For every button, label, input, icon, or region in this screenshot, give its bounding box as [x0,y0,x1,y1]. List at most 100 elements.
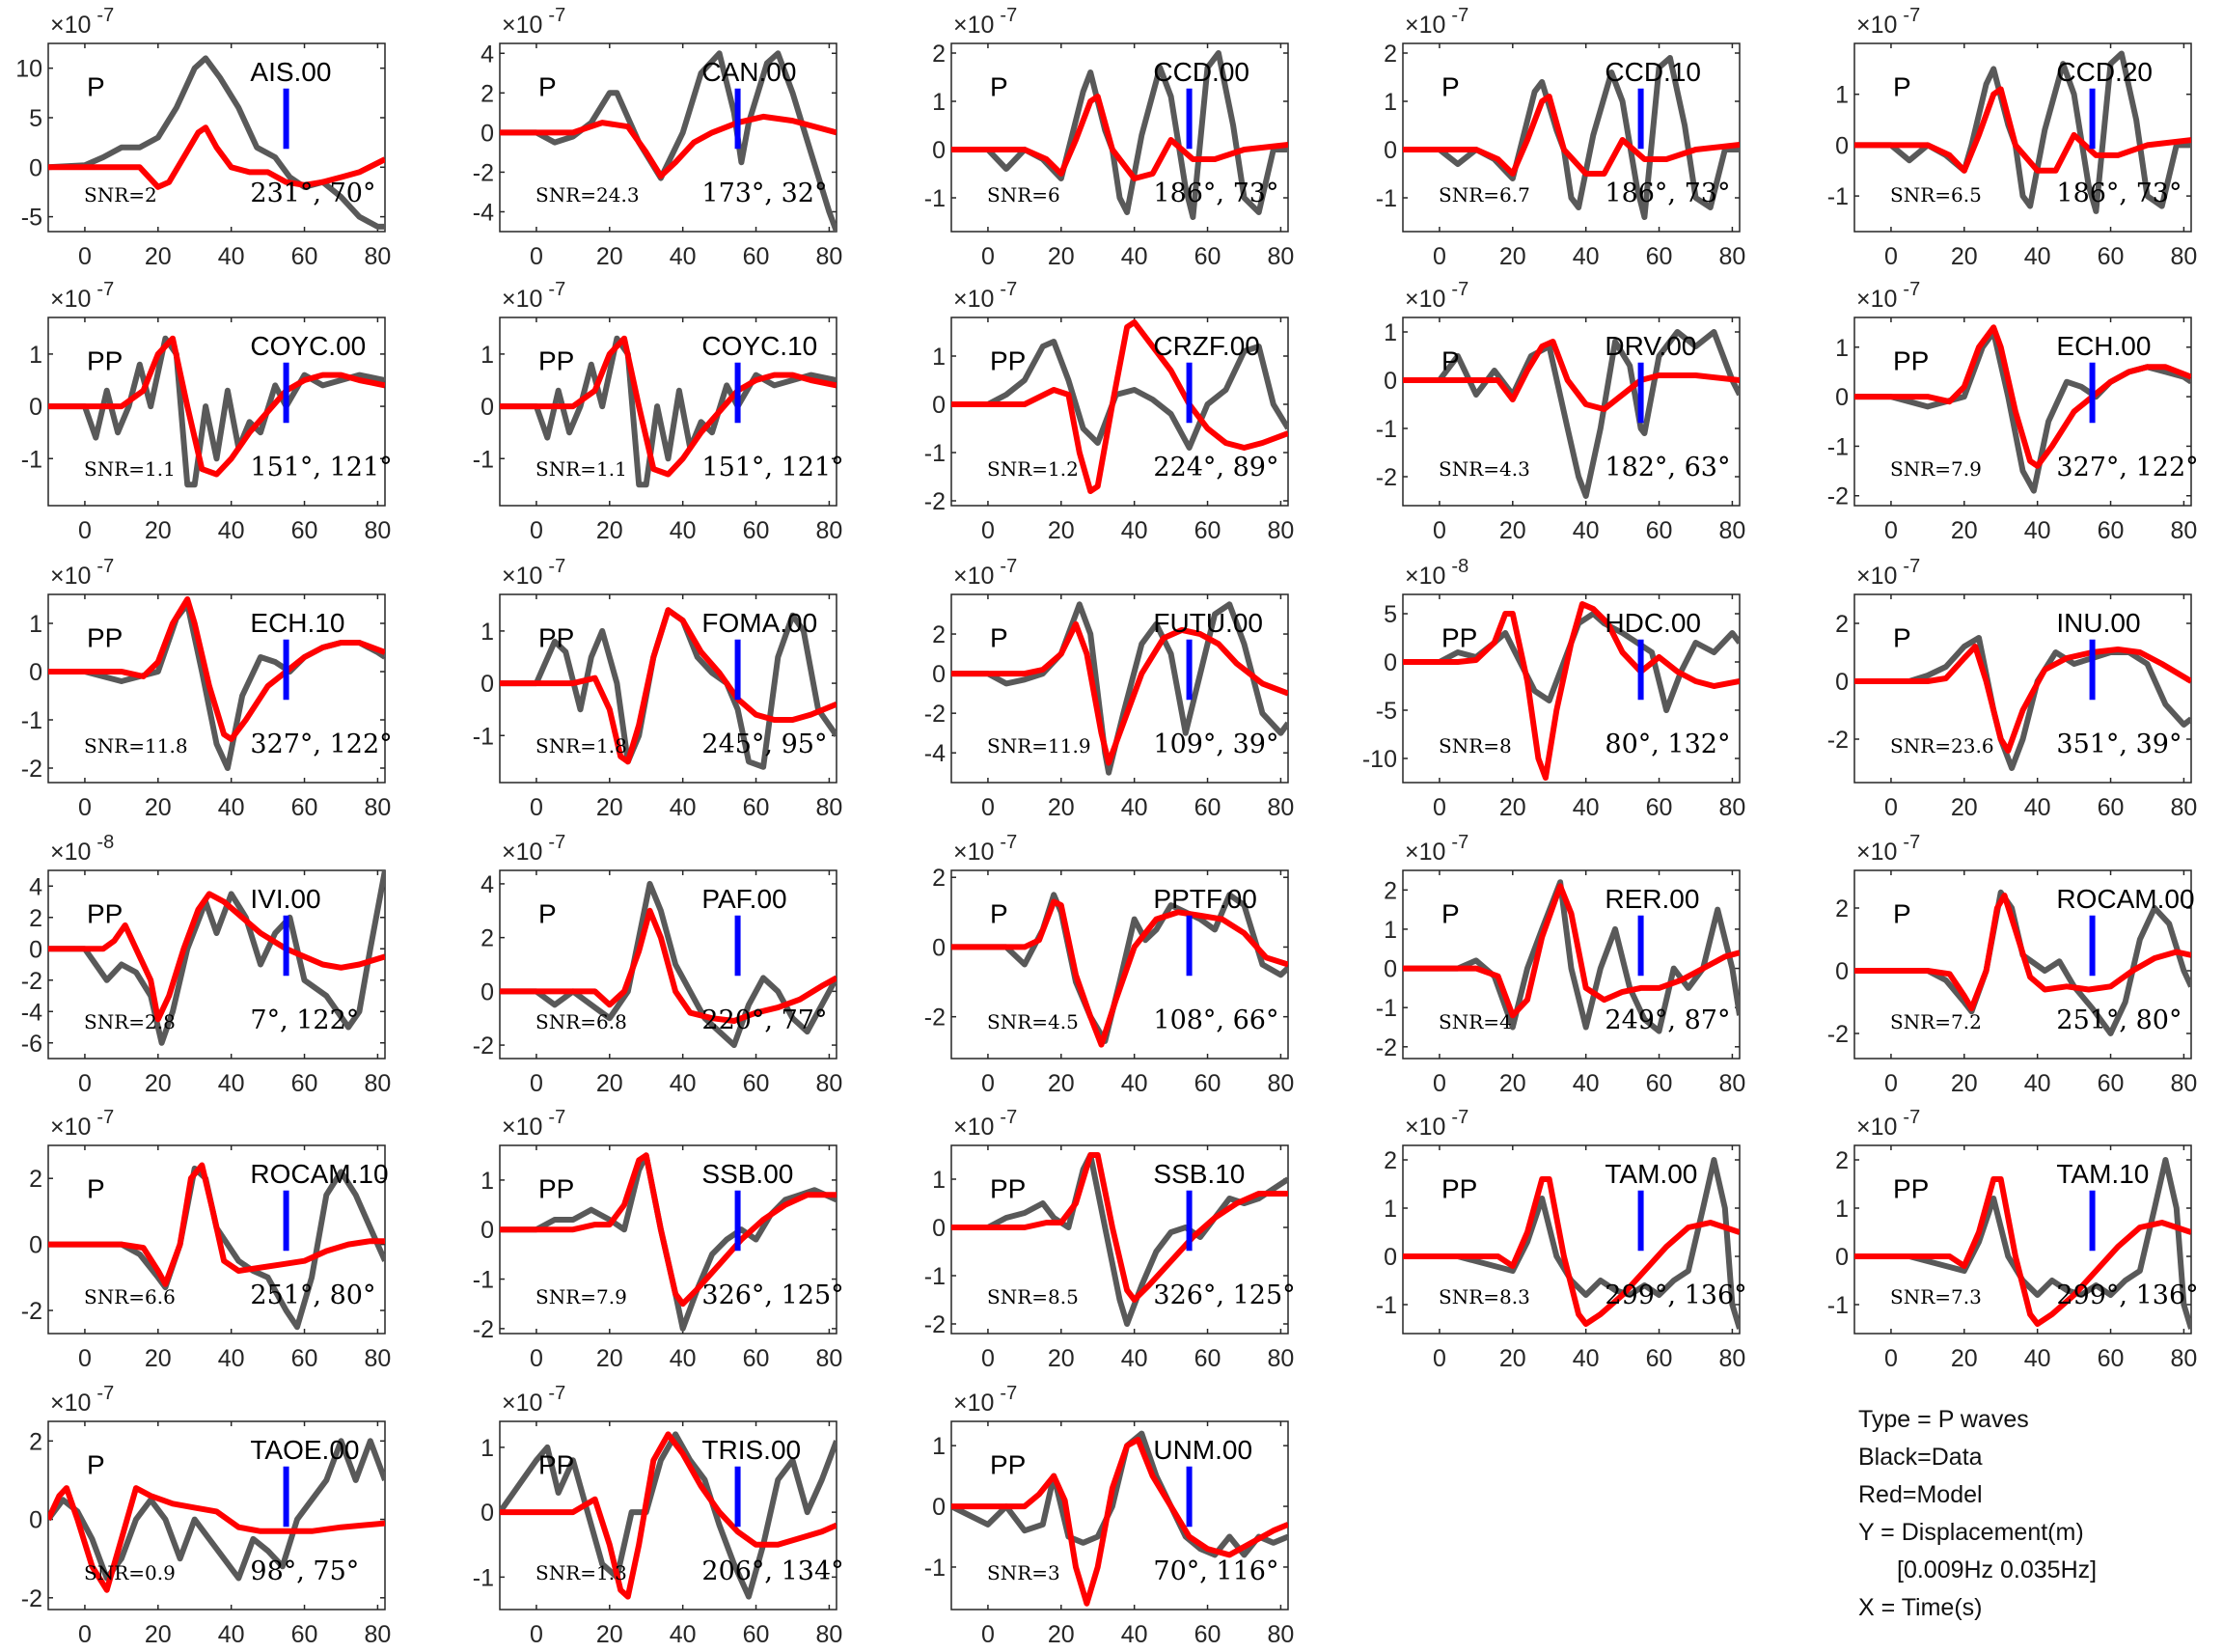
model-trace [951,1436,1288,1607]
phase-label: P [538,899,557,929]
snr-label: SNR=1.1 [535,457,627,481]
phase-label: PP [87,346,123,376]
y-tick-label: -1 [924,1555,946,1582]
station-label: CAN.00 [701,57,796,87]
x-tick-label: 80 [365,1345,392,1372]
y-tick-label: -1 [1827,433,1849,460]
y-tick-label: 0 [480,394,494,421]
station-label: TAM.10 [2056,1159,2149,1189]
legend-black: Black=Data [1858,1444,1983,1471]
x-tick-label: 40 [2024,1345,2051,1372]
phase-label: P [87,72,105,102]
axes-box [1402,869,1741,1060]
y-tick-label: -4 [924,740,946,767]
y-tick-label: -4 [473,199,494,226]
y-exponent-label: ×10 -7 [1856,5,1920,39]
y-tick-label: 2 [29,1428,42,1455]
x-tick-label: 60 [291,1345,318,1372]
y-tick-label: 2 [932,41,946,68]
y-tick-label: 0 [480,1217,494,1244]
x-tick-label: 40 [1121,1621,1148,1648]
x-tick-label: 40 [218,243,245,270]
axes-box [950,317,1289,507]
station-label: TRIS.00 [701,1435,801,1465]
x-tick-label: 20 [145,243,172,270]
angles-label: 224°, 89° [1153,453,1278,482]
x-tick-label: 20 [1499,1070,1526,1097]
y-tick-label: 0 [29,1507,42,1534]
x-tick-label: 20 [145,1621,172,1648]
y-exponent-label: ×10 -7 [502,5,565,39]
model-trace [500,113,837,179]
angles-label: 351°, 39° [2056,730,2182,759]
y-tick-label: -2 [473,159,494,186]
x-tick-label: 80 [1268,1345,1295,1372]
x-tick-label: 0 [981,1621,995,1648]
y-tick-label: 1 [932,89,946,116]
angles-label: 326°, 125° [701,1280,843,1310]
model-trace [951,898,1288,1048]
y-tick-label: 0 [480,671,494,698]
y-exponent-label: ×10 -7 [1856,279,1920,313]
x-tick-label: 0 [1433,1070,1446,1097]
model-trace [48,596,385,742]
x-tick-label: 0 [1884,1070,1898,1097]
y-tick-label: -5 [21,205,42,232]
x-tick-label: 80 [1719,1070,1746,1097]
x-tick-label: 60 [1646,517,1673,544]
y-tick-label: 0 [1384,649,1397,676]
y-tick-label: 0 [932,1494,946,1521]
phase-label: PP [1441,1174,1477,1204]
y-tick-label: -2 [473,1032,494,1060]
y-tick-label: 0 [932,137,946,164]
y-tick-label: -2 [924,701,946,728]
legend-red: Red=Model [1858,1481,1983,1508]
x-tick-label: 20 [1048,243,1075,270]
model-trace [1403,1176,1740,1327]
angles-label: 299°, 136° [2056,1280,2198,1310]
model-trace [500,607,837,765]
snr-label: SNR=1.1 [84,457,176,481]
station-label: COYC.10 [701,331,817,361]
y-tick-label: 2 [1384,1147,1397,1174]
angles-label: 220°, 77° [701,1005,827,1035]
angles-label: 70°, 116° [1153,1556,1278,1586]
station-label: TAOE.00 [250,1435,359,1465]
y-exponent-label: ×10 -7 [50,1383,114,1417]
y-exponent-label: ×10 -8 [1405,556,1468,590]
y-tick-label: 0 [932,392,946,419]
snr-label: SNR=2.8 [84,1010,176,1033]
snr-label: SNR=8.3 [1439,1285,1530,1308]
angles-label: 327°, 122° [2056,453,2198,482]
x-tick-label: 40 [1573,243,1600,270]
angles-label: 108°, 66° [1153,1005,1278,1035]
x-tick-label: 80 [1268,243,1295,270]
y-tick-label: 2 [29,1166,42,1193]
x-tick-label: 80 [1268,517,1295,544]
x-tick-label: 20 [1951,243,1978,270]
y-tick-label: -1 [21,446,42,473]
y-tick-label: 0 [1384,956,1397,983]
model-trace [1403,94,1740,177]
y-tick-label: -1 [924,1263,946,1290]
y-tick-label: -2 [924,1005,946,1032]
x-tick-label: 40 [670,1345,697,1372]
station-label: ECH.00 [2056,331,2151,361]
panel-hdc-00: 0 20 40 60 80 5 0 -5 -10 ×10 -8 PP HDC.00 SNR=8 80°, 1… [1362,556,1745,821]
x-tick-label: 60 [1646,243,1673,270]
data-trace [48,1438,385,1582]
panel-ccd-10: 0 20 40 60 80 2 1 0 -1 ×10 -7 P CCD.10 SNR=6.7 186°, 7… [1376,5,1746,270]
x-tick-label: 20 [145,1070,172,1097]
x-tick-label: 20 [1048,794,1075,821]
model-trace [500,907,837,1024]
angles-label: 80°, 132° [1605,730,1730,759]
x-tick-label: 80 [1719,1345,1746,1372]
panel-rer-00: 0 20 40 60 80 2 1 0 -1 -2 ×10 -7 P RER.00 SNR=4 249°, 8… [1376,832,1746,1097]
y-tick-label: 1 [1384,917,1397,944]
x-tick-label: 0 [78,794,92,821]
snr-label: SNR=1.2 [987,457,1079,481]
y-exponent-label: ×10 -7 [502,556,565,590]
angles-label: 327°, 122° [250,730,392,759]
y-exponent-label: ×10 -7 [953,279,1017,313]
